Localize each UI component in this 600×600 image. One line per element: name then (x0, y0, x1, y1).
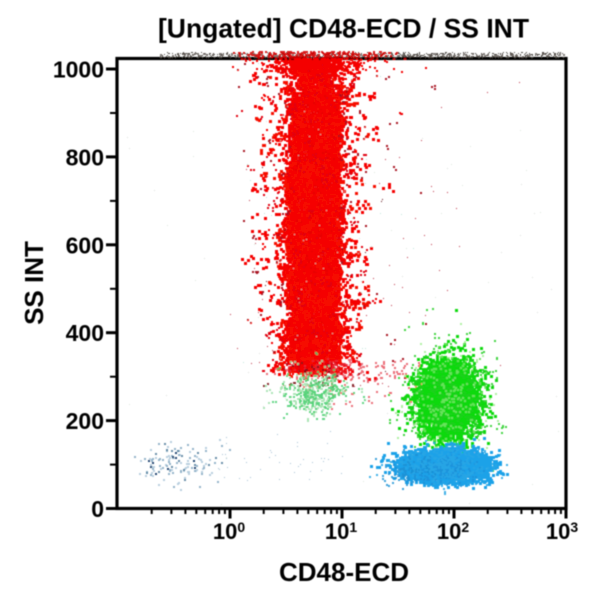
svg-text:SS INT: SS INT (19, 241, 49, 325)
svg-text:100: 100 (213, 519, 245, 544)
svg-text:[Ungated] CD48-ECD / SS INT: [Ungated] CD48-ECD / SS INT (158, 14, 529, 44)
svg-text:0: 0 (91, 496, 104, 522)
svg-text:1000: 1000 (53, 57, 104, 83)
svg-text:400: 400 (66, 320, 104, 346)
svg-text:103: 103 (546, 519, 578, 544)
svg-text:800: 800 (66, 144, 104, 170)
svg-text:CD48-ECD: CD48-ECD (279, 557, 409, 587)
svg-text:600: 600 (66, 232, 104, 258)
svg-text:200: 200 (66, 408, 104, 434)
